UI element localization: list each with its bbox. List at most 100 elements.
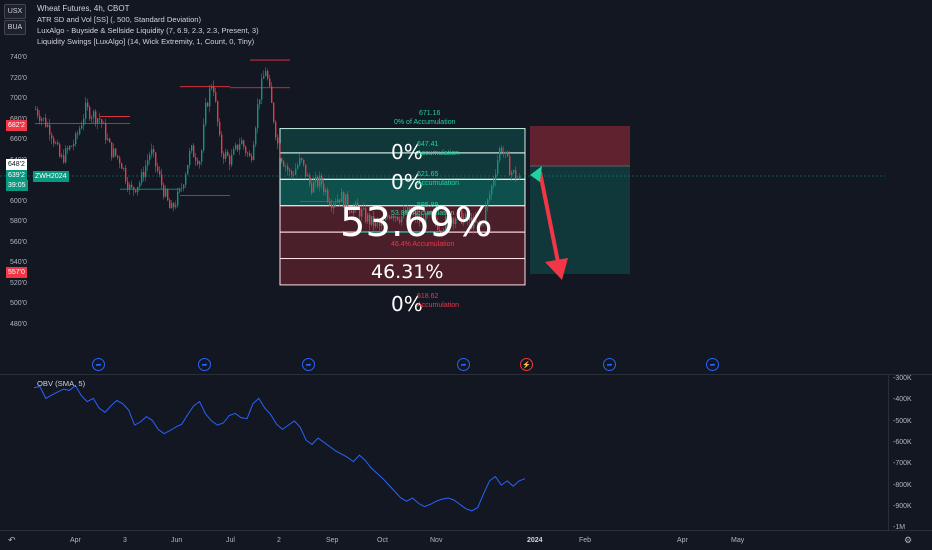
candle-body bbox=[47, 124, 49, 127]
candle-body bbox=[373, 216, 375, 227]
candle-body bbox=[173, 203, 175, 208]
candle-body bbox=[237, 144, 239, 150]
candle-body bbox=[229, 155, 231, 165]
time-tick: 2024 bbox=[527, 537, 543, 544]
candle-body bbox=[387, 215, 389, 217]
candle-body bbox=[283, 161, 285, 167]
candle-body bbox=[85, 102, 87, 119]
symbol-chip-bua[interactable]: BUA bbox=[4, 20, 26, 35]
candle-body bbox=[91, 117, 93, 119]
candle-body bbox=[141, 172, 143, 183]
time-tick: Jun bbox=[171, 537, 183, 544]
accumulation-zone bbox=[279, 128, 526, 154]
candle-body bbox=[467, 213, 469, 221]
candle-body bbox=[457, 211, 459, 219]
candle-body bbox=[285, 166, 287, 168]
candle-body bbox=[475, 217, 477, 223]
candle-body bbox=[329, 201, 331, 206]
event-icon[interactable]: ➦ bbox=[302, 358, 315, 371]
price-tick: 560'0 bbox=[10, 238, 27, 246]
time-tick: Oct bbox=[377, 537, 388, 544]
candle-body bbox=[107, 138, 109, 140]
candle-body bbox=[501, 147, 503, 153]
symbol-chip-usx[interactable]: USX bbox=[4, 4, 26, 19]
entry-marker bbox=[530, 166, 542, 182]
candle-body bbox=[49, 124, 51, 135]
indicator-legend-luxalgo-liquidity[interactable]: LuxAlgo - Buyside & Sellside Liquidity (… bbox=[37, 26, 259, 35]
candle-body bbox=[365, 208, 367, 222]
zone-2-text: Accumulation bbox=[417, 180, 460, 187]
candle-body bbox=[493, 180, 495, 186]
indicator-legend-atr[interactable]: ATR SD and Vol [SS] (, 500, Standard Dev… bbox=[37, 15, 202, 24]
candle-body bbox=[181, 188, 183, 190]
candle-body bbox=[315, 176, 317, 182]
candle-body bbox=[319, 175, 321, 187]
candle-body bbox=[151, 149, 153, 155]
candle-body bbox=[313, 181, 315, 193]
candle-body bbox=[439, 229, 441, 232]
time-tick: 3 bbox=[123, 537, 127, 544]
accumulation-zone bbox=[279, 152, 526, 180]
price-tick: 540'0 bbox=[10, 259, 27, 266]
event-icon[interactable]: ➦ bbox=[198, 358, 211, 371]
candle-body bbox=[497, 160, 499, 174]
candle-body bbox=[183, 184, 185, 189]
price-tick: 700'0 bbox=[10, 95, 27, 102]
event-icon[interactable]: ➦ bbox=[457, 358, 470, 371]
candle-body bbox=[429, 211, 431, 215]
candle-body bbox=[153, 149, 155, 153]
pane-divider bbox=[0, 374, 932, 375]
candle-body bbox=[59, 144, 61, 157]
candle-body bbox=[147, 160, 149, 166]
candle-body bbox=[193, 145, 195, 158]
zone-3-value: 595.89 bbox=[417, 202, 439, 209]
candle-body bbox=[81, 125, 83, 129]
event-icon[interactable]: ➦ bbox=[92, 358, 105, 371]
goto-start-icon[interactable]: ↶ bbox=[8, 535, 16, 545]
candle-body bbox=[349, 207, 351, 212]
candle-body bbox=[127, 181, 129, 190]
candle-body bbox=[489, 194, 491, 200]
candle-body bbox=[209, 88, 211, 107]
candle-body bbox=[391, 215, 393, 219]
obv-tick: -800K bbox=[893, 481, 912, 489]
price-tick: 500'0 bbox=[10, 300, 27, 307]
candle-body bbox=[485, 206, 487, 222]
candle-body bbox=[211, 86, 213, 89]
zone-4-percent: 46.31% bbox=[371, 261, 444, 283]
candle-body bbox=[73, 143, 75, 147]
indicator-legend-liquidity-swings[interactable]: Liquidity Swings [LuxAlgo] (14, Wick Ext… bbox=[37, 37, 255, 46]
settings-icon[interactable]: ⚙ bbox=[904, 535, 913, 545]
candle-body bbox=[203, 124, 205, 151]
candle-body bbox=[335, 202, 337, 204]
candle-body bbox=[431, 211, 433, 214]
candle-body bbox=[199, 161, 201, 165]
zone-4-text: 46.4% Accumulation bbox=[391, 241, 455, 248]
lightning-icon[interactable]: ⚡ bbox=[520, 358, 533, 371]
candle-body bbox=[131, 184, 133, 188]
event-icon[interactable]: ➦ bbox=[706, 358, 719, 371]
candle-body bbox=[343, 192, 345, 207]
candle-body bbox=[45, 117, 47, 127]
candle-body bbox=[247, 152, 249, 154]
candle-body bbox=[321, 175, 323, 185]
candle-body bbox=[399, 219, 401, 223]
candle-body bbox=[441, 231, 443, 234]
candle-body bbox=[483, 221, 485, 223]
price-badge-682: 682'2 bbox=[6, 120, 27, 131]
candle-body bbox=[353, 207, 355, 213]
candle-body bbox=[43, 117, 45, 119]
obv-legend[interactable]: OBV (SMA, 5) bbox=[37, 379, 86, 388]
candle-body bbox=[179, 188, 181, 192]
candle-body bbox=[121, 163, 123, 169]
event-icon[interactable]: ➦ bbox=[603, 358, 616, 371]
candle-body bbox=[299, 158, 301, 166]
candle-body bbox=[513, 170, 515, 173]
candle-body bbox=[185, 174, 187, 185]
down-arrow-head bbox=[545, 258, 568, 280]
candle-body bbox=[403, 210, 405, 217]
candle-body bbox=[437, 222, 439, 230]
candle-body bbox=[347, 194, 349, 208]
